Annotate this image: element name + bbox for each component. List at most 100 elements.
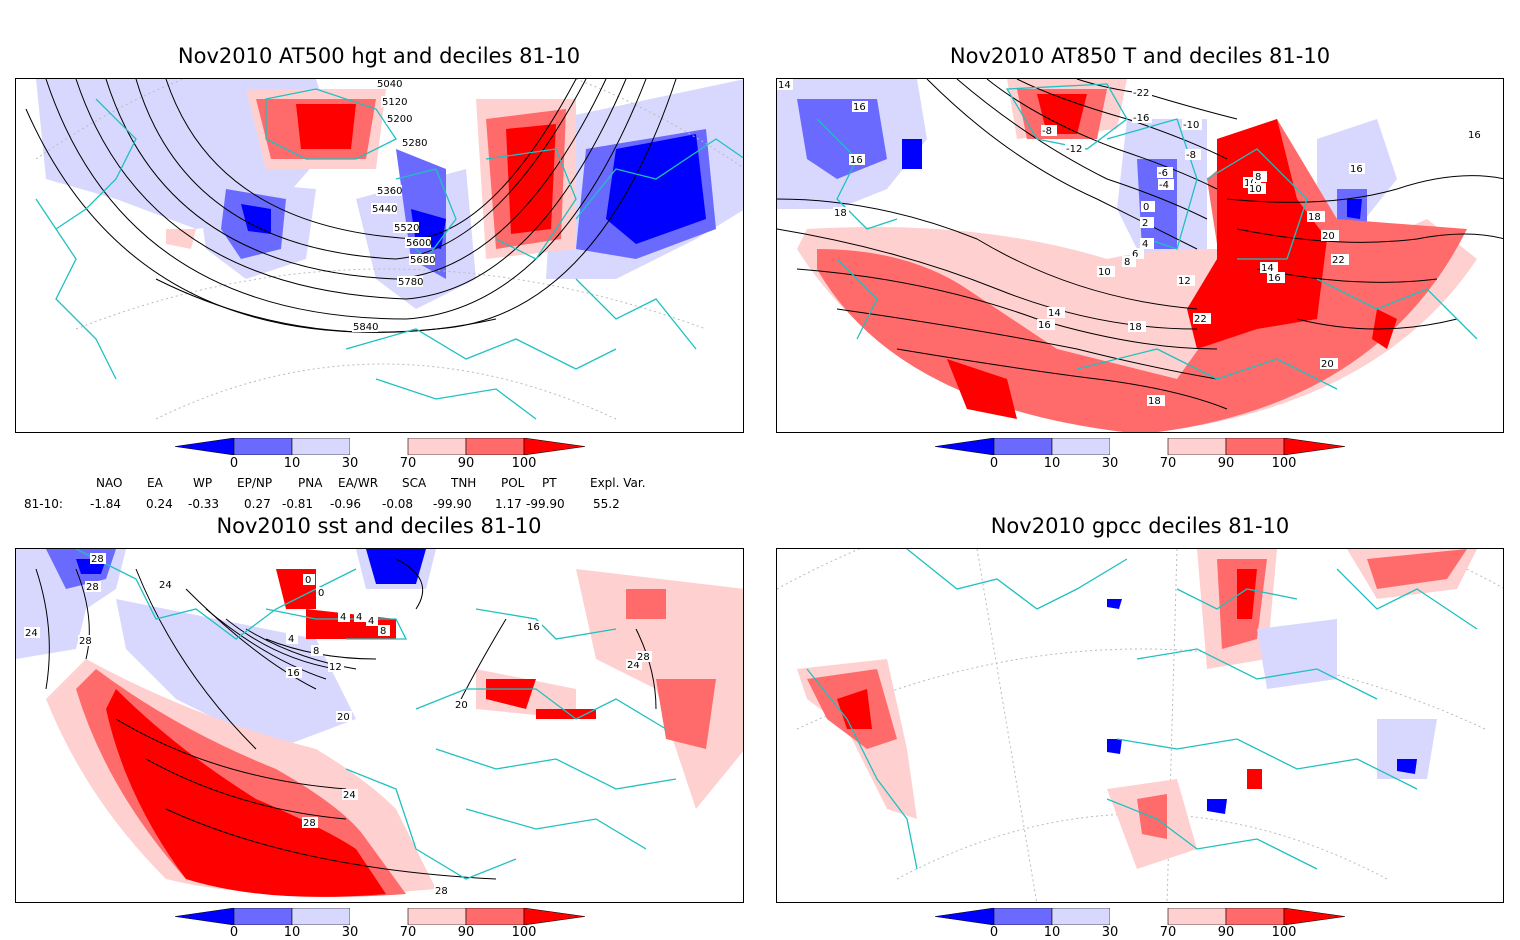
- contour-label: 20: [455, 700, 468, 711]
- colorbar-label: 100: [511, 925, 537, 940]
- colorbar-label: 0: [229, 456, 239, 471]
- contour-label: 28: [637, 652, 650, 663]
- colorbar-svg: [174, 907, 586, 926]
- colorbar-label: 10: [283, 925, 301, 940]
- map-sst: 28 28 24 24 28 0 0 4 8 12 16 20 24 28 28…: [16, 549, 743, 897]
- contour-label: 14: [1261, 263, 1274, 274]
- index-row-label: 81-10:: [24, 497, 63, 511]
- index-value: -99.90: [526, 497, 565, 511]
- colorbar-label: 30: [1101, 456, 1119, 471]
- colorbar-label: 30: [341, 456, 359, 471]
- contour-label: 18: [834, 208, 847, 219]
- contour-label: 5280: [402, 138, 427, 149]
- contour-label: 22: [1194, 314, 1207, 325]
- index-value: 55.2: [593, 497, 620, 511]
- contour-label: 0: [318, 588, 324, 599]
- contour-label: 14: [1048, 308, 1061, 319]
- contour-label: 18: [1129, 322, 1142, 333]
- contour-label: 4: [340, 612, 346, 623]
- map-panel-sst: 28 28 24 24 28 0 0 4 8 12 16 20 24 28 28…: [15, 548, 744, 903]
- contour-label: 5040: [377, 79, 402, 90]
- contour-label: 12: [1178, 276, 1191, 287]
- colorbar-hgt500: [174, 437, 586, 456]
- contour-label: 20: [1322, 231, 1335, 242]
- contour-label: 8: [313, 646, 319, 657]
- contour-label: 20: [337, 712, 350, 723]
- contour-label: 10: [1098, 267, 1111, 278]
- contour-label: 5120: [382, 97, 407, 108]
- index-value: -1.84: [90, 497, 122, 511]
- index-header: SCA: [402, 476, 427, 490]
- contour-label: 8: [380, 626, 386, 637]
- index-header: TNH: [451, 476, 477, 490]
- contour-label: 10: [1249, 184, 1262, 195]
- contour-label: 4: [288, 634, 294, 645]
- map-t850: 16 16 18 16 -8 -12 -16 -22 -10 -8 -6 -4 …: [777, 79, 1503, 432]
- colorbar-label: 0: [229, 925, 239, 940]
- panel-title-hgt500: Nov2010 AT500 hgt and deciles 81-10: [177, 44, 581, 68]
- index-value: -0.08: [382, 497, 414, 511]
- colorbar-label: 90: [457, 456, 475, 471]
- contour-label: 16: [1350, 164, 1363, 175]
- index-value: 0.24: [146, 497, 173, 511]
- colorbar-label: 90: [1217, 925, 1235, 940]
- panel-title-gpcc: Nov2010 gpcc deciles 81-10: [990, 514, 1290, 538]
- contour-label: 5600: [406, 238, 431, 249]
- index-value: -0.96: [330, 497, 362, 511]
- colorbar-label: 70: [1159, 925, 1177, 940]
- contour-label: 16: [1468, 130, 1481, 141]
- contour-label: 24: [159, 580, 172, 591]
- index-header: EA: [147, 476, 163, 490]
- colorbar-svg: [934, 437, 1346, 456]
- panel-title-sst: Nov2010 sst and deciles 81-10: [216, 514, 542, 538]
- colorbar-label: 100: [1271, 925, 1297, 940]
- contour-label: -10: [1183, 120, 1199, 131]
- index-value: -0.81: [282, 497, 314, 511]
- contour-label: 28: [79, 636, 92, 647]
- contour-label: 28: [435, 886, 448, 897]
- map-panel-t850: 16 16 18 16 -8 -12 -16 -22 -10 -8 -6 -4 …: [776, 78, 1504, 433]
- contour-label: 6: [1132, 249, 1138, 260]
- contour-label: 2: [1142, 218, 1148, 229]
- contour-label: 8: [1255, 172, 1261, 183]
- colorbar-t850: [934, 437, 1346, 456]
- colorbar-label: 30: [1101, 925, 1119, 940]
- contour-label: 24: [343, 790, 356, 801]
- index-value: -0.33: [188, 497, 220, 511]
- colorbar-label: 100: [1271, 456, 1297, 471]
- contour-label: -16: [1133, 113, 1149, 124]
- contour-label: 16: [527, 622, 540, 633]
- contour-label: 8: [1124, 257, 1130, 268]
- contour-label: -22: [1133, 88, 1149, 99]
- map-hgt500: 5040 5120 5200 5280 5360 5440 5520 5600 …: [25, 79, 743, 420]
- colorbar-sst: [174, 907, 586, 926]
- index-header: WP: [193, 476, 213, 490]
- contour-label: 5440: [372, 204, 397, 215]
- colorbar-label: 0: [989, 456, 999, 471]
- index-value: 0.27: [244, 497, 271, 511]
- colorbar-label: 0: [989, 925, 999, 940]
- map-gpcc: [777, 549, 1503, 902]
- contour-label: -8: [1042, 126, 1052, 137]
- index-header: POL: [501, 476, 525, 490]
- contour-label: 14: [778, 80, 791, 91]
- contour-label: 5780: [398, 277, 423, 288]
- index-value: 1.17: [495, 497, 522, 511]
- colorbar-svg: [934, 907, 1346, 926]
- colorbar-label: 70: [399, 925, 417, 940]
- colorbar-label: 10: [1043, 925, 1061, 940]
- contour-label: 12: [329, 662, 342, 673]
- index-header: PNA: [298, 476, 323, 490]
- index-header: PT: [542, 476, 557, 490]
- colorbar-label: 90: [1217, 456, 1235, 471]
- contour-label: 5360: [377, 186, 402, 197]
- contour-label: 28: [91, 554, 104, 565]
- contour-label: 5680: [410, 255, 435, 266]
- map-panel-hgt500: 5040 5120 5200 5280 5360 5440 5520 5600 …: [15, 78, 744, 433]
- contour-label: -6: [1158, 168, 1168, 179]
- index-value: -99.90: [433, 497, 472, 511]
- colorbar-label: 100: [511, 456, 537, 471]
- contour-label: 16: [287, 668, 300, 679]
- contour-label: -8: [1186, 150, 1196, 161]
- contour-label: 18: [1148, 396, 1161, 407]
